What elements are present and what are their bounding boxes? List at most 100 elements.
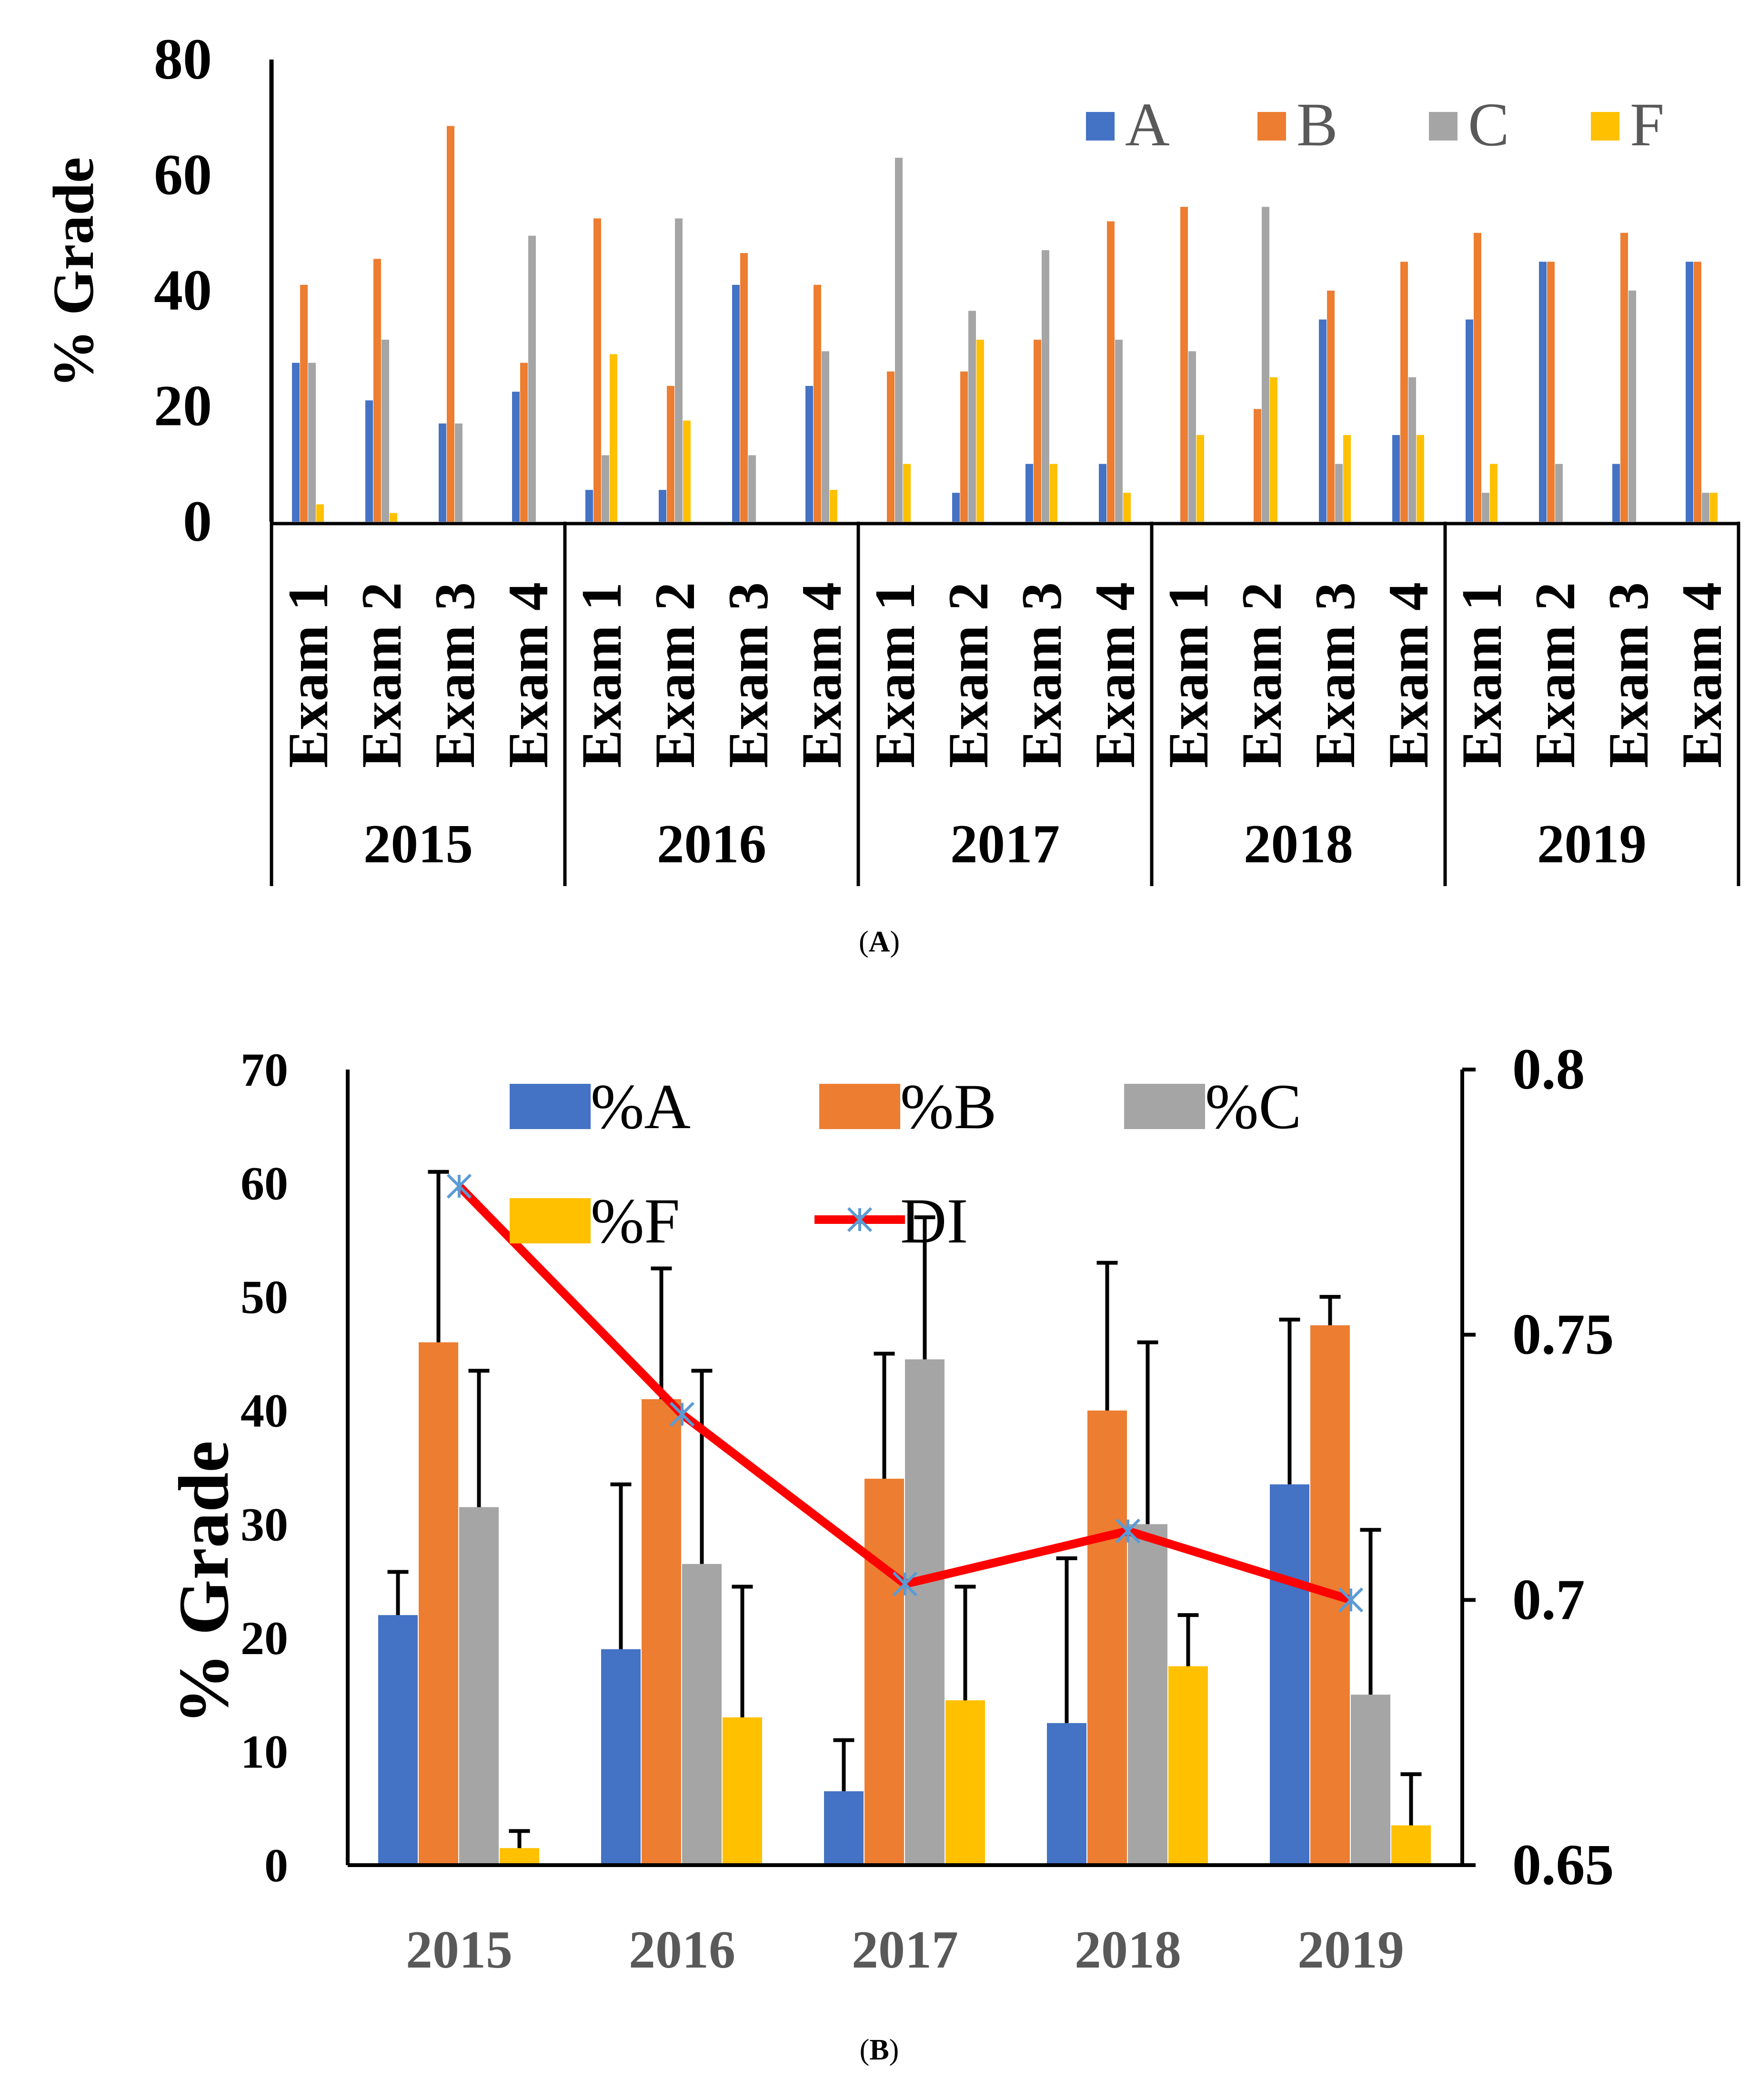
bar-C-9 bbox=[968, 311, 976, 522]
bar-F-16 bbox=[1490, 464, 1498, 522]
panel-b-caption: (B) bbox=[860, 2034, 899, 2066]
panel-b-y-tick-label: 10 bbox=[241, 1725, 288, 1778]
bar-B-14 bbox=[1327, 291, 1335, 522]
bar-B-11 bbox=[1107, 221, 1115, 522]
bar-B-17 bbox=[1547, 262, 1555, 522]
bar-pct-A-2017 bbox=[824, 1791, 864, 1865]
panel-a-exam-label: Exam 1 bbox=[1450, 582, 1513, 768]
bar-F-14 bbox=[1343, 435, 1351, 522]
panel-a-y-tick-label: 0 bbox=[183, 489, 212, 554]
bar-F-8 bbox=[903, 464, 911, 522]
panel-a-year-label: 2018 bbox=[1244, 814, 1353, 874]
panel-b-y-tick-label: 40 bbox=[241, 1384, 288, 1437]
bar-F-4 bbox=[610, 354, 617, 522]
panel-a-legend-label-F: F bbox=[1630, 91, 1664, 159]
panel-a-axes bbox=[269, 60, 1740, 886]
panel-a-year-label: 2016 bbox=[657, 814, 766, 874]
panel-a-legend-swatch-F bbox=[1591, 112, 1619, 141]
panel-a-legend-swatch-A bbox=[1086, 112, 1115, 141]
panel-b-y-tick-label: 60 bbox=[241, 1157, 288, 1210]
bar-B-8 bbox=[887, 371, 895, 522]
panel-b-di-line bbox=[446, 1173, 1364, 1613]
di-marker-2017 bbox=[892, 1571, 918, 1597]
panel-b-y-tick-label: 20 bbox=[241, 1612, 288, 1665]
panel-a-exam-label: Exam 3 bbox=[1010, 582, 1073, 768]
bar-pct-C-2018 bbox=[1128, 1524, 1167, 1865]
panel-a-exam-label: Exam 3 bbox=[1597, 582, 1660, 768]
bar-C-14 bbox=[1335, 464, 1343, 522]
bar-pct-A-2018 bbox=[1047, 1723, 1086, 1865]
bar-A-17 bbox=[1539, 262, 1547, 522]
bar-F-1 bbox=[390, 513, 397, 522]
bar-F-10 bbox=[1050, 464, 1057, 522]
di-marker-2016 bbox=[669, 1402, 695, 1427]
panel-a-exam-label: Exam 4 bbox=[790, 582, 853, 768]
bar-C-19 bbox=[1702, 493, 1709, 522]
bar-A-19 bbox=[1686, 262, 1693, 522]
panel-a-exam-label: Exam 3 bbox=[1303, 582, 1367, 768]
panel-b-y-tick-label: 70 bbox=[241, 1043, 288, 1096]
panel-a-y-tick-label: 20 bbox=[154, 374, 212, 438]
bar-pct-C-2017 bbox=[905, 1359, 945, 1865]
bar-B-5 bbox=[667, 386, 674, 522]
panel-a-y-tick-label: 60 bbox=[154, 143, 212, 207]
panel-b-x-label: 2017 bbox=[852, 1920, 958, 1979]
bar-pct-A-2016 bbox=[601, 1649, 641, 1865]
bar-F-13 bbox=[1270, 377, 1277, 522]
panel-a-exam-label: Exam 2 bbox=[1523, 582, 1587, 768]
bar-pct-B-2017 bbox=[864, 1478, 904, 1865]
panel-b-legend: %A %B %C %F DI bbox=[510, 1071, 1302, 1257]
bar-C-12 bbox=[1188, 351, 1196, 522]
bar-F-15 bbox=[1417, 435, 1424, 522]
bar-pct-B-2018 bbox=[1087, 1410, 1127, 1865]
panel-a-exam-label: Exam 4 bbox=[1670, 582, 1733, 768]
panel-a-exam-label: Exam 3 bbox=[716, 582, 780, 768]
bar-pct-F-2015 bbox=[500, 1848, 539, 1865]
panel-a-exam-label: Exam 4 bbox=[1377, 582, 1440, 768]
bar-B-16 bbox=[1474, 232, 1481, 522]
bar-F-19 bbox=[1710, 493, 1718, 522]
bar-B-7 bbox=[814, 284, 821, 522]
bar-C-16 bbox=[1482, 493, 1489, 522]
bar-pct-F-2017 bbox=[945, 1700, 985, 1865]
panel-a-year-label: 2017 bbox=[950, 814, 1060, 874]
panel-b-x-label: 2019 bbox=[1297, 1920, 1404, 1979]
panel-b-y2-tick-label: 0.7 bbox=[1512, 1567, 1585, 1632]
bar-F-9 bbox=[976, 340, 984, 522]
panel-a-exam-label: Exam 4 bbox=[1083, 582, 1146, 768]
panel-a-bars bbox=[292, 126, 1718, 522]
bar-pct-B-2015 bbox=[419, 1342, 458, 1865]
bar-B-10 bbox=[1034, 340, 1041, 522]
panel-b-secondary-y-tick-labels: 0.65 0.7 0.75 0.8 bbox=[1512, 1037, 1614, 1897]
bar-C-6 bbox=[748, 455, 756, 522]
bar-A-1 bbox=[365, 400, 373, 522]
di-marker-2019 bbox=[1338, 1587, 1364, 1613]
bar-B-4 bbox=[593, 218, 601, 522]
panel-a-exam-label: Exam 1 bbox=[863, 582, 926, 768]
bar-B-6 bbox=[740, 253, 748, 522]
panel-b-legend-label: %C bbox=[1205, 1071, 1302, 1142]
panel-a-year-label: 2015 bbox=[363, 814, 473, 874]
panel-b-x-labels: 2015 2016 2017 2018 2019 bbox=[406, 1920, 1404, 1979]
panel-b-y2-tick-label: 0.65 bbox=[1512, 1833, 1614, 1897]
panel-a-year-label: 2019 bbox=[1537, 814, 1647, 874]
bar-C-17 bbox=[1555, 464, 1563, 522]
panel-b-x-label: 2015 bbox=[406, 1920, 513, 1979]
bar-C-5 bbox=[675, 218, 683, 522]
panel-a-legend-swatch-B bbox=[1257, 112, 1286, 141]
panel-b-bars bbox=[378, 1325, 1431, 1865]
bar-C-11 bbox=[1115, 340, 1123, 522]
panel-a-exam-label: Exam 4 bbox=[496, 582, 560, 768]
bar-pct-A-2015 bbox=[378, 1615, 418, 1865]
panel-a-legend-label-A: A bbox=[1125, 91, 1170, 159]
bar-A-15 bbox=[1392, 435, 1400, 522]
bar-C-7 bbox=[822, 351, 829, 522]
panel-b-y-tick-labels: 0 10 20 30 40 50 60 70 bbox=[241, 1043, 288, 1892]
bar-F-0 bbox=[316, 504, 324, 522]
bar-C-18 bbox=[1628, 291, 1636, 522]
panel-a-exam-label: Exam 2 bbox=[936, 582, 1000, 768]
bar-pct-C-2019 bbox=[1351, 1695, 1390, 1865]
